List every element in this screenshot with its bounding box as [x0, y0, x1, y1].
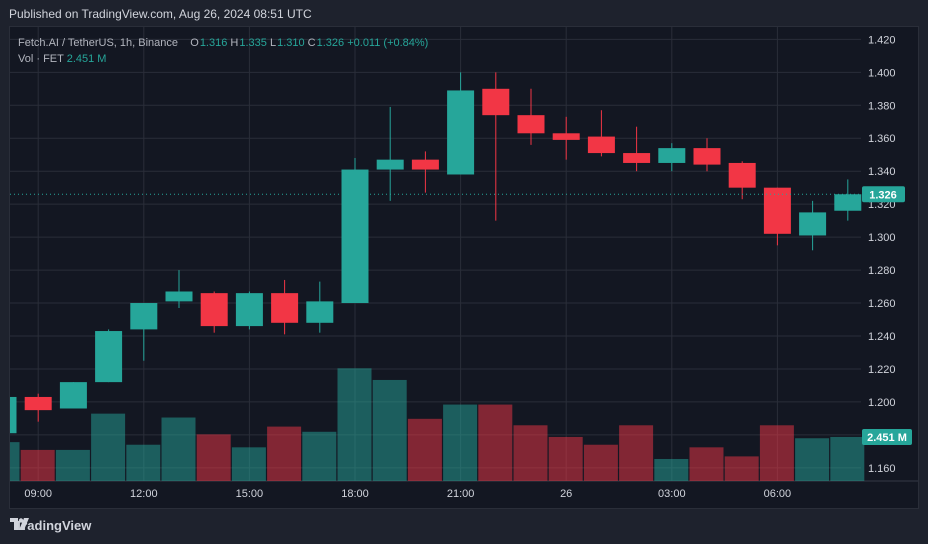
candle-body: [517, 115, 545, 134]
legend-volume-row: Vol · FET 2.451 M: [18, 51, 428, 67]
candle-body: [376, 159, 404, 170]
candle-body: [482, 88, 510, 116]
volume-bar: [372, 379, 407, 481]
legend-symbol: Fetch.AI / TetherUS, 1h, Binance: [18, 37, 178, 49]
price-tick-label: 1.360: [868, 133, 896, 145]
last-volume-label: 2.451 M: [867, 432, 907, 444]
candle-body: [587, 136, 615, 154]
legend-open-key: O: [190, 37, 199, 49]
candlestick-chart[interactable]: 1.4201.4001.3801.3601.3401.3201.3001.280…: [10, 27, 919, 509]
candle-body: [623, 153, 651, 163]
tradingview-footer[interactable]: TradingView: [10, 518, 91, 533]
candle-body: [552, 133, 580, 140]
legend-volume-value: 2.451 M: [66, 53, 107, 65]
candle-body: [24, 396, 52, 411]
last-price-badge: [862, 186, 905, 203]
legend-volume-label: Vol · FET: [18, 53, 64, 65]
price-tick-label: 1.240: [868, 331, 896, 343]
price-tick-label: 1.260: [868, 298, 896, 310]
time-tick-label: 06:00: [764, 488, 792, 500]
tradingview-brand-text: TradingView: [15, 518, 92, 533]
volume-bar: [10, 442, 20, 481]
candle-body: [130, 303, 158, 330]
volume-bar: [91, 413, 126, 481]
price-tick-label: 1.280: [868, 265, 896, 277]
volume-bar: [724, 456, 759, 481]
volume-bar: [513, 425, 548, 481]
volume-bar: [478, 404, 513, 481]
legend-high-value: 1.335: [239, 37, 267, 49]
volume-bar: [337, 368, 372, 481]
candle-body: [763, 187, 791, 234]
last-price-label: 1.326: [869, 189, 897, 201]
volume-bar: [830, 436, 865, 481]
last-volume-badge: [862, 428, 912, 445]
volume-bar: [619, 425, 654, 481]
volume-bar: [55, 449, 90, 481]
candle-body: [59, 382, 87, 409]
price-tick-label: 1.340: [868, 166, 896, 178]
candle-body: [728, 162, 756, 188]
candle-body: [658, 148, 686, 163]
candle-body: [95, 331, 123, 383]
candle-body: [306, 301, 334, 323]
volume-bar: [443, 404, 478, 481]
volume-bar: [302, 431, 337, 481]
candle-body: [341, 169, 369, 304]
candle-body: [200, 293, 228, 327]
legend-low-key: L: [269, 37, 277, 49]
candle-body: [271, 293, 299, 323]
candle-body: [693, 148, 721, 165]
candle-body: [799, 212, 827, 236]
candle-body: [411, 159, 439, 170]
volume-bar: [548, 436, 583, 481]
volume-bar: [689, 447, 724, 481]
legend-close-value: 1.326: [316, 37, 345, 49]
volume-bar: [583, 444, 618, 481]
price-tick-label: 1.220: [868, 364, 896, 376]
volume-bar: [407, 418, 442, 481]
legend-close-key: C: [307, 37, 316, 49]
time-tick-label: 21:00: [447, 488, 475, 500]
price-tick-label: 1.300: [868, 232, 896, 244]
chart-legend: Fetch.AI / TetherUS, 1h, Binance O1.316 …: [18, 35, 428, 67]
legend-change: +0.011 (+0.84%): [347, 37, 429, 49]
volume-bar: [267, 426, 302, 481]
candle-body: [447, 90, 475, 175]
price-tick-label: 1.380: [868, 100, 896, 112]
volume-bar: [20, 449, 55, 481]
legend-high-key: H: [230, 37, 239, 49]
price-tick-label: 1.420: [868, 34, 896, 46]
volume-bar: [126, 444, 161, 481]
time-tick-label: 15:00: [236, 488, 264, 500]
legend-low-value: 1.310: [277, 37, 305, 49]
volume-bar: [795, 438, 830, 481]
legend-ohlc-row: Fetch.AI / TetherUS, 1h, Binance O1.316 …: [18, 35, 428, 51]
price-tick-label: 1.160: [868, 463, 896, 475]
candle-body: [165, 291, 193, 302]
volume-bar: [759, 425, 794, 481]
candle-body: [235, 293, 263, 327]
time-tick-label: 26: [560, 488, 572, 500]
candle-body: [10, 396, 17, 434]
price-tick-label: 1.200: [868, 397, 896, 409]
published-header: Published on TradingView.com, Aug 26, 20…: [9, 7, 312, 21]
volume-bar: [161, 417, 196, 481]
legend-open-value: 1.316: [199, 37, 228, 49]
time-tick-label: 12:00: [130, 488, 158, 500]
volume-bar: [231, 447, 266, 481]
volume-bar: [654, 458, 689, 481]
time-tick-label: 09:00: [24, 488, 52, 500]
candle-body: [834, 194, 862, 211]
time-tick-label: 03:00: [658, 488, 686, 500]
price-tick-label: 1.400: [868, 67, 896, 79]
volume-bar: [196, 434, 231, 481]
time-tick-label: 18:00: [341, 488, 369, 500]
chart-frame[interactable]: Fetch.AI / TetherUS, 1h, Binance O1.316 …: [9, 26, 919, 509]
